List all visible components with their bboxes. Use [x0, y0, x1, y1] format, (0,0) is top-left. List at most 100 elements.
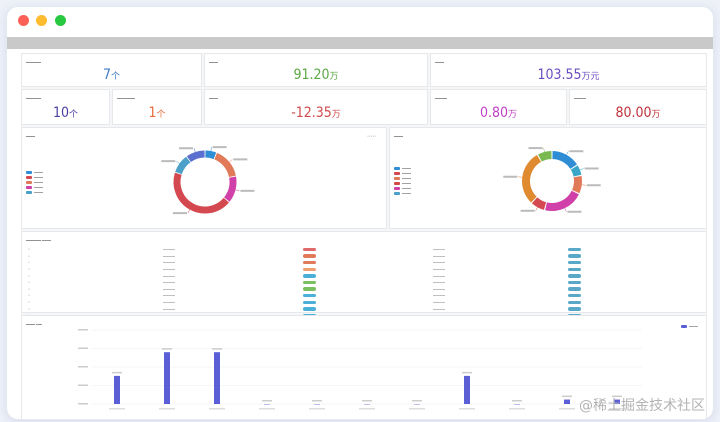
table-row[interactable]: ▪▪ ▬▬▬▬ ▬▬▬▬ [26, 253, 704, 260]
x-tick-label [459, 408, 475, 410]
donut-slice[interactable] [552, 151, 578, 170]
donut-slice[interactable] [538, 151, 552, 162]
table-cell [301, 292, 431, 299]
status-tag [303, 274, 316, 278]
status-tag [303, 300, 316, 304]
legend-item[interactable]: ▬▬▬ [394, 176, 411, 180]
bar[interactable] [114, 375, 120, 404]
bar[interactable] [614, 399, 620, 404]
donut-slice[interactable] [522, 155, 542, 203]
donut-slice[interactable] [186, 150, 205, 163]
table-row[interactable]: ▪▪ ▬▬▬▬ ▬▬▬▬ [26, 286, 704, 293]
donut-slice[interactable] [531, 197, 547, 210]
bar-chart [78, 329, 642, 410]
stat-value: 80.00万 [615, 105, 661, 121]
status-tag [568, 307, 581, 311]
table-cell [301, 266, 431, 273]
table-cell: ▬▬▬▬ [433, 300, 445, 305]
table-row[interactable]: ▪▪ ▬▬▬▬ ▬▬▬▬ [26, 246, 704, 253]
x-tick-label [359, 408, 375, 410]
status-tag [303, 307, 316, 311]
donut-slice[interactable] [570, 165, 582, 177]
status-tag [568, 260, 581, 265]
legend-item[interactable]: ▬▬▬ [26, 185, 43, 189]
bar[interactable] [214, 352, 220, 404]
stat-card-2: ▬▬▬ 91.20万 [204, 53, 428, 87]
status-tag [568, 287, 581, 291]
bar[interactable] [464, 375, 470, 404]
bar-value-label [262, 400, 272, 402]
table-cell: ▬▬▬▬ [433, 306, 445, 311]
legend-item[interactable]: ▬▬▬ [394, 171, 411, 175]
donut-slice[interactable] [175, 156, 191, 175]
minimize-window-button[interactable] [36, 15, 47, 26]
table-row[interactable]: ▪▪ ▬▬▬▬ ▬▬▬▬ [26, 305, 704, 312]
donut-slice[interactable] [571, 175, 582, 194]
donut-label [567, 210, 582, 213]
donut-chart-left [161, 146, 255, 215]
watermark: @稀土掘金技术社区 [579, 398, 705, 414]
dashboard: ▬▬▬▬▬ 7个 ▬▬▬ 91.20万 ▬▬▬ 103.55万元 ▬▬▬▬▬ 1… [21, 53, 707, 419]
legend-swatch [394, 191, 400, 195]
donut-slice[interactable] [223, 176, 237, 202]
stat-value: 10个 [52, 105, 79, 121]
legend-swatch [26, 180, 32, 184]
y-tick-label [78, 347, 88, 349]
x-tick-label [609, 408, 625, 410]
legend-item[interactable]: ▬▬▬ [394, 186, 411, 190]
bar[interactable] [164, 352, 170, 404]
bar[interactable] [564, 399, 570, 404]
table-row[interactable]: ▪▪ ▬▬▬▬ ▬▬▬▬ [26, 292, 704, 299]
donut-slice[interactable] [173, 172, 229, 214]
bar-value-label [612, 395, 622, 398]
legend-item[interactable]: ▬▬▬ [26, 170, 43, 174]
bar-chart-card: ▬▬▬ ▬▬ ▬▬▬ [21, 315, 707, 419]
legend-item[interactable]: ▬▬▬ [26, 175, 43, 179]
maximize-window-button[interactable] [55, 15, 66, 26]
status-tag [568, 267, 581, 272]
table-row[interactable]: ▪▪ ▬▬▬▬ ▬▬▬▬ [26, 279, 704, 286]
close-window-button[interactable] [18, 15, 29, 26]
table-cell [566, 305, 704, 312]
donut-label [161, 160, 176, 163]
chart-toolbar[interactable]: ▪ ▪ ▪ ▪ ▪ [367, 134, 376, 138]
table-cell [301, 286, 431, 293]
legend-swatch [394, 166, 400, 170]
y-tick-label [78, 384, 88, 386]
stat-value: 103.55万元 [537, 67, 600, 83]
x-tick-label [109, 408, 125, 410]
donut-label [179, 147, 194, 150]
status-tag [568, 280, 581, 285]
table-cell: ▬▬▬▬ [163, 300, 175, 305]
table-cell: ▪▪ [28, 306, 31, 311]
donut-slice[interactable] [214, 152, 236, 178]
table-cell [566, 266, 704, 273]
donut-leader-line [193, 148, 196, 153]
legend-swatch [394, 171, 400, 175]
legend-item[interactable]: ▬▬▬ [394, 181, 411, 185]
table-cell [301, 259, 431, 266]
status-tag [303, 254, 316, 258]
status-tag [303, 247, 316, 252]
toolbar [7, 37, 713, 49]
stat-value: 0.80万 [479, 105, 518, 121]
legend-item[interactable]: ▬▬▬ [26, 190, 43, 194]
table-row[interactable]: ▪▪ ▬▬▬▬ ▬▬▬▬ [26, 266, 704, 273]
donut-leader-line [210, 147, 212, 152]
status-tag [303, 287, 316, 291]
x-tick-label [559, 408, 575, 410]
donut-slice[interactable] [545, 190, 579, 211]
donut-slice[interactable] [205, 150, 217, 160]
donut-label [172, 212, 187, 215]
table-cell [301, 279, 431, 286]
legend-item[interactable]: ▬▬▬ [394, 191, 411, 195]
table-row[interactable]: ▪▪ ▬▬▬▬ ▬▬▬▬ [26, 299, 704, 306]
legend-item[interactable]: ▬▬▬ [394, 166, 411, 170]
x-tick-label [159, 408, 175, 410]
table-row[interactable]: ▪▪ ▬▬▬▬ ▬▬▬▬ [26, 259, 704, 266]
table-row[interactable]: ▪▪ ▬▬▬▬ ▬▬▬▬ [26, 272, 704, 279]
legend-item[interactable]: ▬▬▬ [26, 180, 43, 184]
table-cell: ▪▪ [28, 273, 31, 278]
x-tick-label [259, 408, 275, 410]
table-cell: ▪▪ [28, 253, 31, 258]
